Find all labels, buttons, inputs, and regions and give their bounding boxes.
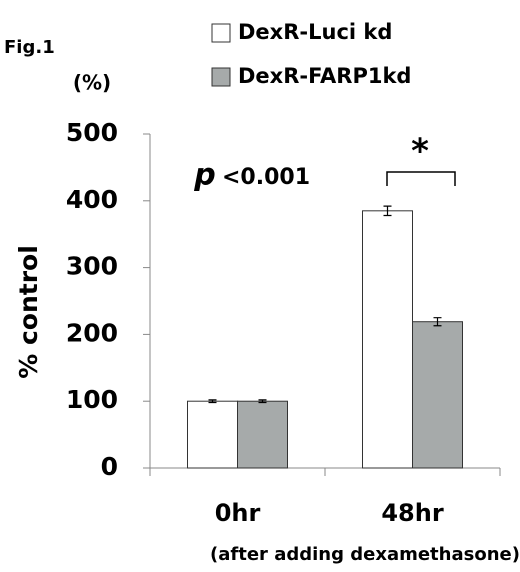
y-unit: (%)	[73, 71, 111, 95]
bar	[237, 400, 288, 469]
legend-swatch	[211, 67, 231, 87]
legend-swatch	[211, 23, 231, 43]
y-axis-label: % control	[14, 245, 43, 379]
error-bar	[433, 317, 442, 327]
y-tick-label: 0	[101, 452, 118, 481]
error-bar	[208, 399, 217, 404]
x-tick-label: 48hr	[381, 499, 443, 527]
y-tick-label: 100	[66, 385, 118, 414]
figure-label: Fig.1	[4, 37, 55, 58]
p-value: <0.001	[222, 165, 310, 190]
y-tick-label: 500	[66, 118, 118, 147]
legend-label: DexR-FARP1kd	[238, 64, 411, 88]
y-tick-label: 400	[66, 185, 118, 214]
x-tick-label: 0hr	[215, 499, 261, 527]
error-bar	[383, 205, 392, 217]
bar	[412, 321, 463, 469]
legend: DexR-Luci kd DexR-FARP1kd	[211, 20, 411, 88]
bar	[187, 400, 238, 469]
p-symbol: p	[193, 158, 215, 193]
error-bar	[258, 399, 267, 404]
y-tick-label: 200	[66, 318, 118, 347]
significance-bracket	[386, 171, 456, 186]
legend-label: DexR-Luci kd	[238, 20, 392, 44]
bar	[362, 210, 413, 469]
y-tick-label: 300	[66, 252, 118, 281]
x-axis-label: (after adding dexamethasone)	[210, 544, 520, 565]
significance-mark: *	[411, 132, 429, 172]
